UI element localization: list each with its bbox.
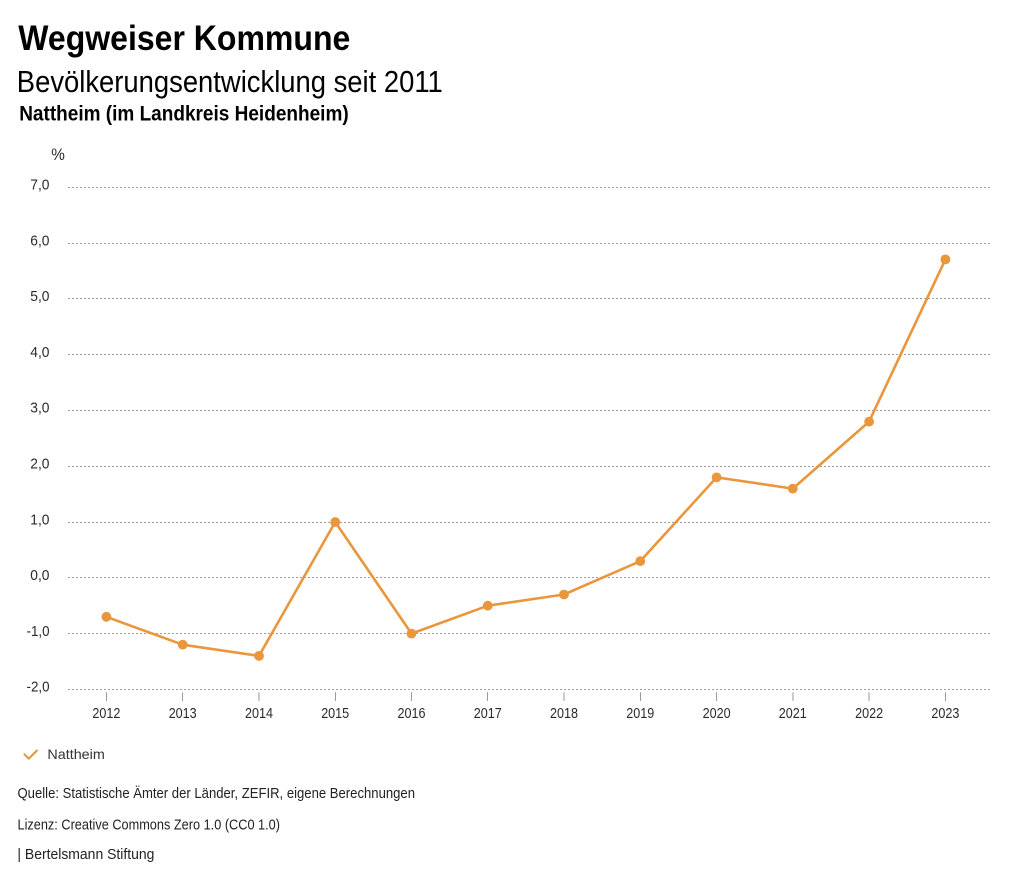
- svg-text:2022: 2022: [855, 706, 883, 722]
- svg-text:| Bertelsmann Stiftung: | Bertelsmann Stiftung: [17, 846, 154, 863]
- svg-text:2017: 2017: [474, 706, 502, 722]
- svg-text:Nattheim: Nattheim: [47, 747, 104, 762]
- svg-text:3,0: 3,0: [30, 400, 49, 417]
- svg-text:0,0: 0,0: [30, 567, 49, 584]
- svg-text:2012: 2012: [92, 706, 120, 722]
- svg-text:1,0: 1,0: [30, 511, 49, 528]
- svg-text:Quelle: Statistische Ämter der: Quelle: Statistische Ämter der Länder, Z…: [18, 785, 416, 802]
- svg-text:Bevölkerungsentwicklung seit 2: Bevölkerungsentwicklung seit 2011: [17, 64, 443, 99]
- svg-text:7,0: 7,0: [30, 177, 49, 194]
- svg-text:2018: 2018: [550, 706, 578, 722]
- svg-text:2020: 2020: [703, 706, 731, 722]
- svg-text:2015: 2015: [321, 706, 349, 722]
- svg-text:2014: 2014: [245, 706, 273, 722]
- svg-text:2016: 2016: [398, 706, 426, 722]
- svg-text:2,0: 2,0: [30, 456, 49, 473]
- svg-text:Lizenz: Creative Commons Zero: Lizenz: Creative Commons Zero 1.0 (CC0 1…: [18, 817, 281, 834]
- svg-text:2013: 2013: [169, 706, 197, 722]
- svg-text:2023: 2023: [931, 706, 959, 722]
- svg-text:2021: 2021: [779, 706, 807, 722]
- svg-text:%: %: [51, 145, 65, 164]
- svg-text:-1,0: -1,0: [27, 623, 50, 640]
- svg-text:5,0: 5,0: [30, 288, 49, 305]
- svg-text:6,0: 6,0: [30, 232, 49, 249]
- svg-text:Nattheim (im Landkreis Heidenh: Nattheim (im Landkreis Heidenheim): [19, 103, 349, 126]
- svg-text:-2,0: -2,0: [27, 679, 50, 696]
- svg-text:2019: 2019: [626, 706, 654, 722]
- svg-text:Wegweiser Kommune: Wegweiser Kommune: [18, 19, 350, 58]
- svg-text:4,0: 4,0: [30, 344, 49, 361]
